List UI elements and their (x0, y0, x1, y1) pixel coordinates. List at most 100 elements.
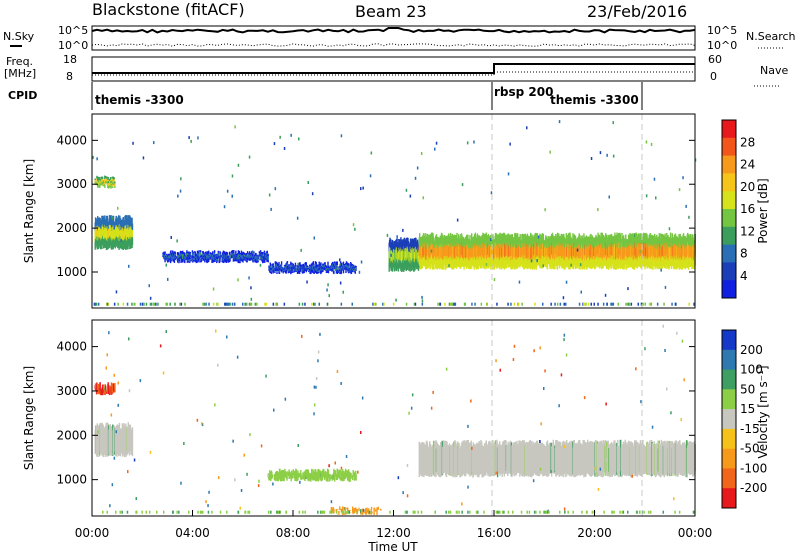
power-echo-cell (97, 216, 99, 225)
velocity-echo-cell (276, 475, 278, 481)
power-echo-cell (398, 239, 400, 248)
power-echo-cell (292, 267, 294, 271)
power-speck (370, 151, 373, 155)
power-echo-cell (301, 264, 303, 267)
power-echo-cell (344, 265, 346, 267)
power-echo-cell (675, 259, 678, 270)
power-echo-cell (530, 232, 532, 244)
velocity-echo-cell (313, 477, 316, 481)
power-echo-cell (189, 251, 191, 254)
power-echo-cell (206, 251, 209, 254)
power-echo-cell (262, 256, 264, 259)
power-echo-cell (631, 233, 634, 244)
power-speck (340, 302, 343, 306)
power-echo-cell (567, 233, 570, 244)
power-echo-cell (215, 255, 217, 257)
power-speck (386, 233, 389, 237)
velocity-echo-cell (292, 469, 294, 476)
power-speck (126, 302, 129, 306)
power-speck (340, 134, 343, 138)
power-echo-cell (288, 264, 290, 267)
power-speck (578, 302, 581, 306)
power-speck (251, 250, 254, 254)
power-echo-cell (97, 176, 100, 180)
velocity-echo-cell (360, 509, 362, 514)
power-echo-cell (625, 260, 628, 270)
power-speck (565, 280, 568, 284)
power-speck (93, 302, 96, 306)
power-echo-cell (645, 232, 647, 243)
power-echo-cell (202, 257, 204, 261)
velocity-echo-cell (331, 475, 333, 481)
power-echo-cell (251, 251, 253, 254)
power-echo-cell (471, 233, 473, 244)
power-echo-cell (191, 256, 193, 258)
power-echo-cell (112, 184, 114, 187)
power-echo-cell (597, 232, 599, 242)
power-echo-cell (632, 260, 634, 270)
power-speck (351, 302, 353, 306)
power-echo-cell (413, 262, 415, 272)
power-speck (145, 302, 148, 306)
power-echo-cell (277, 268, 279, 269)
power-echo-cell (267, 256, 269, 260)
power-speck (486, 302, 488, 306)
power-speck (373, 302, 375, 306)
power-echo-cell (318, 268, 320, 271)
power-echo-cell (175, 257, 178, 258)
power-speck (582, 302, 584, 306)
power-echo-cell (263, 250, 266, 253)
power-echo-cell (167, 260, 169, 263)
velocity-echo-cell (345, 476, 347, 479)
power-echo-cell (218, 255, 220, 257)
power-speck (272, 302, 275, 306)
power-echo-cell (264, 255, 266, 260)
y-tick-label: 3000 (56, 177, 87, 191)
power-speck (97, 302, 100, 306)
power-echo-cell (279, 267, 281, 270)
power-echo-cell (184, 258, 186, 260)
power-speck (314, 302, 316, 306)
power-echo-cell (227, 260, 230, 263)
power-echo-cell (111, 178, 114, 181)
power-echo-cell (451, 259, 453, 270)
power-speck (326, 288, 328, 292)
power-echo-cell (163, 253, 165, 255)
power-echo-cell (287, 271, 289, 274)
power-echo-cell (113, 179, 115, 183)
power-echo-cell (322, 265, 325, 268)
power-echo-cell (404, 240, 406, 249)
velocity-echo-cell (334, 470, 337, 476)
power-echo-cell (288, 271, 291, 273)
power-echo-cell (179, 253, 182, 257)
power-echo-cell (325, 265, 327, 267)
power-speck (645, 194, 648, 198)
power-echo-cell (247, 256, 249, 258)
power-speck (153, 302, 156, 306)
power-speck (342, 290, 344, 294)
power-speck (248, 302, 251, 306)
velocity-echo-cell (329, 474, 332, 476)
power-echo-cell (345, 267, 347, 271)
power-speck (590, 157, 593, 160)
power-echo-cell (292, 263, 294, 266)
power-speck (134, 302, 137, 306)
power-speck (274, 187, 277, 191)
power-echo-cell (279, 269, 281, 271)
power-echo-cell (251, 253, 253, 256)
power-echo-cell (296, 265, 299, 268)
power-speck (231, 174, 234, 178)
power-speck (437, 302, 439, 306)
power-echo-cell (514, 232, 516, 244)
power-echo-cell (189, 257, 191, 260)
power-echo-cell (269, 269, 271, 274)
power-echo-cell (298, 270, 301, 274)
power-echo-cell (181, 251, 183, 254)
power-echo-cell (395, 262, 397, 272)
power-echo-cell (319, 270, 321, 274)
power-speck (682, 176, 684, 180)
power-speck (612, 121, 614, 125)
power-echo-cell (316, 271, 318, 274)
velocity-echo-cell (334, 475, 336, 477)
velocity-echo-cell (349, 477, 351, 482)
